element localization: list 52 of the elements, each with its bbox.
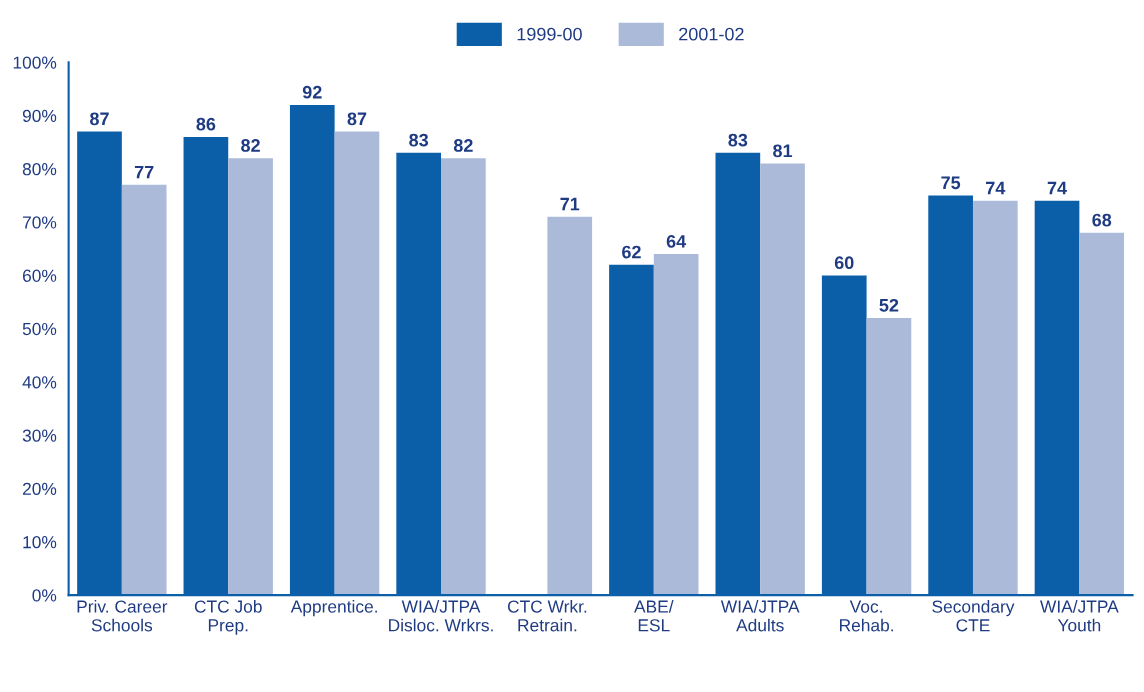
x-tick-label: Apprentice. <box>290 599 377 617</box>
data-label: 83 <box>409 133 429 147</box>
bar <box>653 254 699 596</box>
x-tick-label: WIA/JTPA Adults <box>720 599 800 632</box>
data-label: 64 <box>666 234 687 248</box>
x-tick-label: WIA/JTPA Disloc. Wrkrs. <box>389 599 493 632</box>
data-label: 74 <box>986 181 1006 195</box>
data-label: 74 <box>1047 181 1067 195</box>
y-tick-label: 100% <box>13 56 57 69</box>
x-tick-label: CTC Wrkr. Retrain. <box>507 599 587 632</box>
legend-label: 1999-00 <box>517 27 582 41</box>
y-tick-label: 10% <box>23 536 57 549</box>
data-label: 83 <box>728 133 748 147</box>
data-label: 82 <box>241 139 260 152</box>
bar <box>866 318 912 596</box>
x-tick-label: WIA/JTPA Youth <box>1040 599 1119 632</box>
x-tick-label: ABE/ ESL <box>634 599 674 632</box>
bar <box>228 158 273 596</box>
data-label: 71 <box>560 197 580 211</box>
y-tick-label: 40% <box>22 376 57 389</box>
data-label: 87 <box>90 112 109 126</box>
y-tick-label: 90% <box>22 109 57 123</box>
bar <box>334 131 380 596</box>
data-label: 87 <box>347 112 367 126</box>
data-label: 52 <box>879 298 899 312</box>
bar <box>121 184 167 596</box>
x-tick-label: Priv. Career Schools <box>77 599 168 632</box>
data-label: 82 <box>453 139 473 152</box>
data-label: 92 <box>302 85 322 99</box>
bar <box>441 158 486 596</box>
y-tick-label: 70% <box>22 216 57 229</box>
data-label: 86 <box>196 117 216 131</box>
x-tick-label: Voc. Rehab. <box>840 600 893 632</box>
bar <box>547 216 593 596</box>
bar <box>760 163 805 596</box>
data-label: 75 <box>941 176 961 190</box>
legend-label: 2001-02 <box>679 27 744 41</box>
y-tick-label: 50% <box>22 322 57 336</box>
y-tick-label: 30% <box>22 429 57 442</box>
y-tick-label: 60% <box>22 269 57 282</box>
data-label: 62 <box>622 245 641 259</box>
data-label: 81 <box>773 144 793 158</box>
y-tick-label: 20% <box>22 482 57 496</box>
y-tick-label: 0% <box>32 589 57 602</box>
x-tick-label: Secondary CTE <box>932 599 1015 632</box>
y-tick-label: 80% <box>22 163 57 176</box>
bar <box>972 200 1018 596</box>
x-tick-label: CTC Job Prep. <box>194 599 262 635</box>
data-label: 77 <box>134 165 154 179</box>
data-label: 68 <box>1092 213 1112 227</box>
data-label: 60 <box>834 256 854 270</box>
bar <box>1079 232 1125 596</box>
